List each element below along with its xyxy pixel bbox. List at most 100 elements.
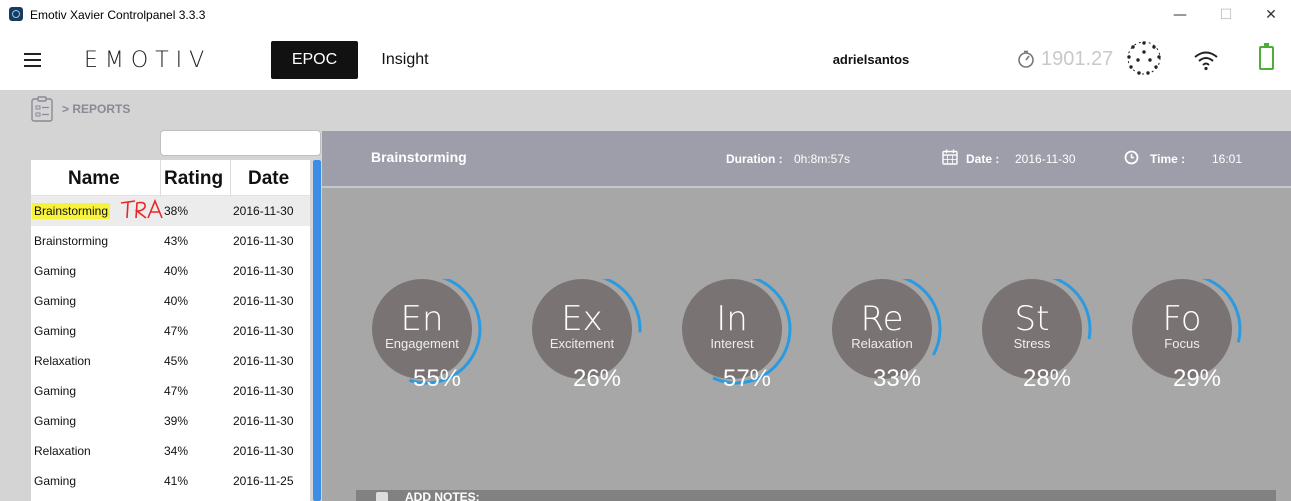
row-name: Gaming <box>34 294 77 308</box>
row-name: Relaxation <box>34 354 91 368</box>
column-separator <box>230 160 231 196</box>
metric-gauge-interest: In Interest 57% <box>682 279 800 397</box>
report-title: Brainstorming <box>371 149 467 165</box>
column-name[interactable]: Name <box>68 168 120 189</box>
row-name: Gaming <box>34 414 77 428</box>
gauge-ring <box>1132 279 1242 379</box>
table-row[interactable]: Brainstorming 43% 2016-11-30 <box>31 226 310 256</box>
row-name: Brainstorming <box>34 234 109 248</box>
metric-gauge-excitement: Ex Excitement 26% <box>532 279 650 397</box>
list-scrollbar[interactable] <box>313 160 321 501</box>
row-rating: 45% <box>164 354 189 368</box>
row-rating: 47% <box>164 384 189 398</box>
metric-value: 55% <box>412 365 462 392</box>
metric-abbr: St <box>1014 299 1050 339</box>
headset-icon[interactable] <box>1124 38 1164 78</box>
row-name: Gaming <box>34 474 77 488</box>
metric-abbr: Ex <box>561 299 603 339</box>
metric-gauge-stress: St Stress 28% <box>982 279 1100 397</box>
handwritten-annotation <box>120 198 163 219</box>
table-row[interactable]: Relaxation 34% 2016-11-30 <box>31 436 310 466</box>
table-row[interactable]: Brainstorming 38% 2016-11-30 <box>31 196 310 226</box>
menu-icon[interactable] <box>24 53 41 67</box>
gauge-ring <box>372 279 482 385</box>
clock-icon <box>1124 150 1139 165</box>
metric-name: Relaxation <box>851 336 913 351</box>
row-rating: 38% <box>164 204 189 218</box>
metric-abbr: Fo <box>1162 299 1202 339</box>
calendar-icon <box>942 149 958 165</box>
app-header: EMOTIV EPOC Insight adrielsantos 1901.27 <box>0 30 1291 90</box>
table-header: Name Rating Date <box>31 160 310 196</box>
battery-icon <box>1259 43 1274 70</box>
window-title: Emotiv Xavier Controlpanel 3.3.3 <box>30 8 206 22</box>
close-button[interactable]: ✕ <box>1265 7 1277 23</box>
gauge-ring <box>982 279 1092 379</box>
username: adrielsantos <box>832 52 910 67</box>
metric-abbr: Re <box>860 299 904 339</box>
row-rating: 39% <box>164 414 189 428</box>
table-row[interactable]: Gaming 40% 2016-11-30 <box>31 286 310 316</box>
row-name: Brainstorming <box>32 203 111 219</box>
metric-abbr: In <box>716 299 748 339</box>
tab-epoc[interactable]: EPOC <box>271 41 358 79</box>
row-name: Gaming <box>34 384 77 398</box>
table-row[interactable]: Gaming 40% 2016-11-30 <box>31 256 310 286</box>
metric-name: Excitement <box>549 336 615 351</box>
row-date: 2016-11-25 <box>233 474 294 488</box>
report-header: Brainstorming Duration : 0h:8m:57s Date … <box>322 131 1291 188</box>
table-row[interactable]: Gaming 39% 2016-11-30 <box>31 406 310 436</box>
column-date[interactable]: Date <box>248 168 290 189</box>
table-row[interactable]: Gaming 47% 2016-11-30 <box>31 316 310 346</box>
metric-abbr: En <box>400 299 444 339</box>
report-detail-panel: Brainstorming Duration : 0h:8m:57s Date … <box>322 131 1291 501</box>
tab-insight[interactable]: Insight <box>381 51 429 68</box>
duration-label: Duration : <box>726 152 783 166</box>
metric-name: Stress <box>1013 336 1051 351</box>
row-date: 2016-11-30 <box>233 324 294 338</box>
notes-icon <box>376 492 388 501</box>
metric-value: 29% <box>1172 365 1222 392</box>
row-rating: 47% <box>164 324 189 338</box>
metric-gauge-engagement: En Engagement 55% <box>372 279 490 397</box>
maximize-button[interactable]: ☐ <box>1219 7 1233 23</box>
metric-value: 33% <box>872 365 922 392</box>
row-date: 2016-11-30 <box>233 264 294 278</box>
row-rating: 34% <box>164 444 189 458</box>
row-rating: 43% <box>164 234 189 248</box>
minimize-button[interactable]: — <box>1173 7 1187 23</box>
breadcrumb-text[interactable]: > REPORTS <box>62 102 131 116</box>
table-row[interactable]: Gaming 47% 2016-11-30 <box>31 376 310 406</box>
breadcrumb: > REPORTS <box>0 90 1291 131</box>
window-titlebar: Emotiv Xavier Controlpanel 3.3.3 — ☐ ✕ <box>0 0 1291 30</box>
row-name: Gaming <box>34 264 77 278</box>
metric-gauge-focus: Fo Focus 29% <box>1132 279 1250 397</box>
add-notes-label: ADD NOTES: <box>405 490 480 501</box>
clipboard-icon <box>31 96 53 122</box>
metric-value: 57% <box>722 365 772 392</box>
column-separator <box>160 160 161 196</box>
row-name: Gaming <box>34 324 77 338</box>
reports-table: Name Rating Date Brainstorming 38% 2016-… <box>31 160 310 501</box>
time-value: 16:01 <box>1212 152 1243 166</box>
date-label: Date : <box>966 152 1000 166</box>
add-notes-bar[interactable]: ADD NOTES: <box>356 490 1276 501</box>
row-date: 2016-11-30 <box>233 354 294 368</box>
stopwatch-icon <box>1018 50 1034 68</box>
row-rating: 40% <box>164 264 189 278</box>
row-rating: 41% <box>164 474 189 488</box>
metric-name: Interest <box>710 336 754 351</box>
table-row[interactable]: Gaming 41% 2016-11-25 <box>31 466 310 496</box>
duration-value: 0h:8m:57s <box>794 152 851 166</box>
table-row[interactable]: Relaxation 45% 2016-11-30 <box>31 346 310 376</box>
row-name: Relaxation <box>34 444 91 458</box>
emotiv-logo: EMOTIV <box>84 48 212 73</box>
column-rating[interactable]: Rating <box>164 168 224 189</box>
row-date: 2016-11-30 <box>233 444 294 458</box>
app-icon <box>9 7 23 21</box>
scroll-thumb[interactable] <box>313 160 321 501</box>
gauge-ring <box>682 279 792 385</box>
row-date: 2016-11-30 <box>233 294 294 308</box>
search-input[interactable] <box>160 130 321 156</box>
row-date: 2016-11-30 <box>233 204 294 218</box>
